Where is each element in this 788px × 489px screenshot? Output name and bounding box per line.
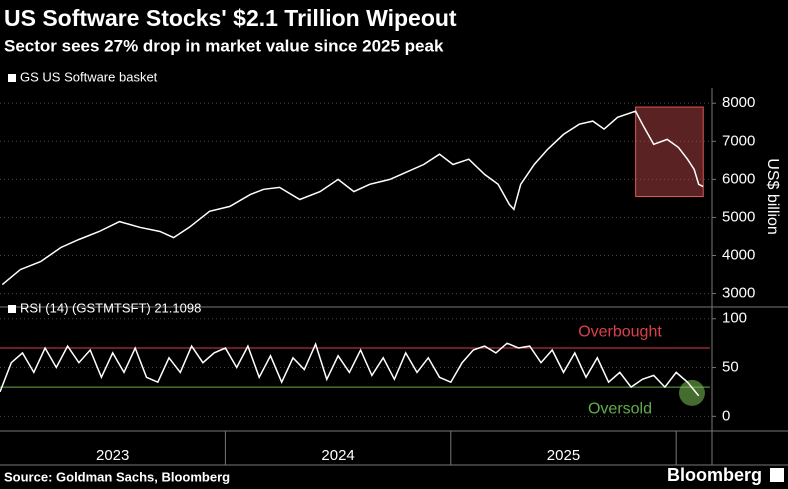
- brand: Bloomberg: [667, 465, 762, 485]
- y-tick-label: 0: [722, 407, 730, 424]
- series-line: [1, 110, 704, 286]
- brand-icon: [770, 468, 784, 482]
- legend-swatch: [8, 305, 16, 313]
- source: Source: Goldman Sachs, Bloomberg: [4, 469, 230, 484]
- y-axis-label: US$ billion: [764, 158, 781, 234]
- x-tick-label: 2024: [321, 447, 354, 464]
- x-tick-label: 2023: [96, 447, 129, 464]
- highlight-circle: [678, 379, 705, 406]
- y-tick-label: 7000: [722, 132, 755, 149]
- y-tick-label: 6000: [722, 170, 755, 187]
- legend-swatch: [8, 74, 16, 82]
- legend-label: RSI (14) (GSTMTSFT) 21.1098: [20, 300, 201, 315]
- chart-subtitle: Sector sees 27% drop in market value sin…: [4, 36, 444, 55]
- y-tick-label: 8000: [722, 94, 755, 111]
- level-label: Overbought: [578, 323, 662, 340]
- y-tick-label: 4000: [722, 246, 755, 263]
- legend-label: GS US Software basket: [20, 69, 158, 84]
- level-label: Oversold: [588, 400, 652, 417]
- chart-title: US Software Stocks' $2.1 Trillion Wipeou…: [4, 5, 457, 31]
- series-line: [0, 341, 700, 397]
- highlight-box: [635, 106, 704, 197]
- y-tick-label: 50: [722, 359, 739, 376]
- y-tick-label: 3000: [722, 285, 755, 302]
- y-tick-label: 5000: [722, 208, 755, 225]
- y-tick-label: 100: [722, 310, 747, 327]
- x-tick-label: 2025: [547, 447, 580, 464]
